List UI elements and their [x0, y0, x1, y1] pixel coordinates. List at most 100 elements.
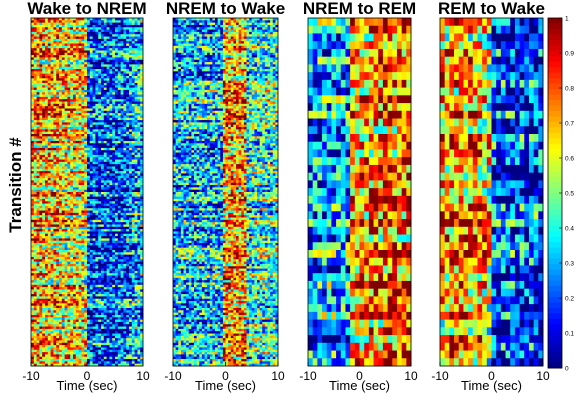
- heatmap-cell: [98, 180, 102, 184]
- heatmap-cell: [131, 259, 135, 262]
- heatmap-cell: [92, 303, 96, 307]
- heatmap-cell: [64, 138, 68, 142]
- heatmap-cell: [78, 294, 82, 297]
- heatmap-cell: [131, 99, 135, 102]
- heatmap-cell: [134, 247, 138, 251]
- heatmap-cell: [59, 73, 63, 77]
- heatmap-cell: [45, 143, 49, 146]
- heatmap-cell: [39, 212, 43, 216]
- heatmap-cell: [137, 154, 141, 158]
- heatmap-cell: [47, 273, 51, 276]
- heatmap-cell: [134, 273, 138, 276]
- heatmap-cell: [123, 247, 127, 251]
- heatmap-cell: [120, 110, 124, 114]
- heatmap-cell: [98, 138, 102, 142]
- heatmap-cell: [103, 92, 107, 95]
- heatmap-cell: [33, 289, 37, 293]
- heatmap-cell: [101, 129, 105, 133]
- heatmap-cell: [53, 173, 57, 177]
- heatmap-cell: [120, 219, 124, 223]
- heatmap-cell: [112, 124, 116, 128]
- heatmap-cell: [98, 166, 102, 170]
- heatmap-cell: [47, 129, 51, 133]
- heatmap-cell: [42, 64, 46, 68]
- heatmap-cell: [47, 268, 51, 272]
- heatmap-cell: [126, 164, 130, 167]
- heatmap-cell: [98, 198, 102, 202]
- heatmap-cell: [33, 71, 37, 75]
- heatmap-cell: [103, 219, 107, 223]
- heatmap-cell: [87, 18, 91, 21]
- heatmap-cell: [59, 208, 63, 211]
- heatmap-cell: [53, 76, 57, 79]
- heatmap-cell: [106, 136, 110, 140]
- heatmap-cell: [131, 205, 135, 209]
- heatmap-cell: [137, 161, 141, 165]
- heatmap-cell: [67, 48, 71, 51]
- heatmap-cell: [89, 168, 93, 172]
- heatmap-cell: [123, 150, 127, 153]
- heatmap-cell: [39, 29, 43, 33]
- heatmap-cell: [64, 18, 68, 21]
- heatmap-cell: [120, 145, 124, 149]
- heatmap-cell: [117, 150, 121, 153]
- heatmap-cell: [92, 57, 96, 61]
- heatmap-cell: [31, 122, 35, 126]
- heatmap-cell: [98, 106, 102, 109]
- heatmap-cell: [131, 50, 135, 54]
- heatmap-cell: [106, 103, 110, 107]
- heatmap-cell: [31, 217, 35, 221]
- heatmap-cell: [131, 247, 135, 251]
- heatmap-cell: [117, 20, 121, 24]
- heatmap-cell: [137, 145, 141, 149]
- heatmap-cell: [115, 127, 119, 130]
- heatmap-cell: [39, 134, 43, 137]
- heatmap-cell: [53, 62, 57, 65]
- heatmap-cell: [131, 166, 135, 170]
- heatmap-cell: [103, 103, 107, 107]
- heatmap-cell: [73, 298, 77, 302]
- heatmap-cell: [56, 57, 60, 61]
- heatmap-cell: [117, 166, 121, 170]
- heatmap-cell: [59, 143, 63, 146]
- heatmap-cell: [70, 48, 74, 51]
- heatmap-cell: [67, 303, 71, 307]
- heatmap-cell: [73, 194, 77, 198]
- heatmap-cell: [87, 196, 91, 200]
- heatmap-cell: [33, 115, 37, 119]
- heatmap-cell: [92, 161, 96, 165]
- heatmap-cell: [47, 201, 51, 204]
- heatmap-cell: [109, 18, 113, 21]
- heatmap-cell: [126, 101, 130, 105]
- heatmap-cell: [134, 173, 138, 177]
- heatmap-cell: [67, 210, 71, 214]
- heatmap-cell: [81, 203, 85, 207]
- heatmap-cell: [92, 117, 96, 121]
- heatmap-cell: [126, 296, 130, 300]
- heatmap-cell: [89, 136, 93, 140]
- heatmap-cell: [36, 110, 40, 114]
- heatmap-cell: [42, 59, 46, 63]
- heatmap-cell: [73, 231, 77, 235]
- heatmap-cell: [103, 48, 107, 51]
- heatmap-cell: [47, 62, 51, 65]
- heatmap-cell: [98, 173, 102, 177]
- heatmap-cell: [117, 196, 121, 200]
- heatmap-cell: [123, 110, 127, 114]
- heatmap-cell: [47, 173, 51, 177]
- heatmap-cell: [89, 87, 93, 91]
- heatmap-cell: [33, 89, 37, 93]
- heatmap-cell: [120, 113, 124, 116]
- heatmap-cell: [101, 254, 105, 258]
- heatmap-cell: [39, 103, 43, 107]
- heatmap-cell: [126, 275, 130, 279]
- heatmap-cell: [87, 210, 91, 214]
- heatmap-cell: [39, 106, 43, 109]
- heatmap-cell: [140, 208, 144, 211]
- heatmap-cell: [59, 138, 63, 142]
- heatmap-cell: [39, 80, 43, 84]
- heatmap-cell: [64, 247, 68, 251]
- heatmap-cell: [89, 215, 93, 218]
- heatmap-cell: [56, 150, 60, 153]
- heatmap-cell: [123, 89, 127, 93]
